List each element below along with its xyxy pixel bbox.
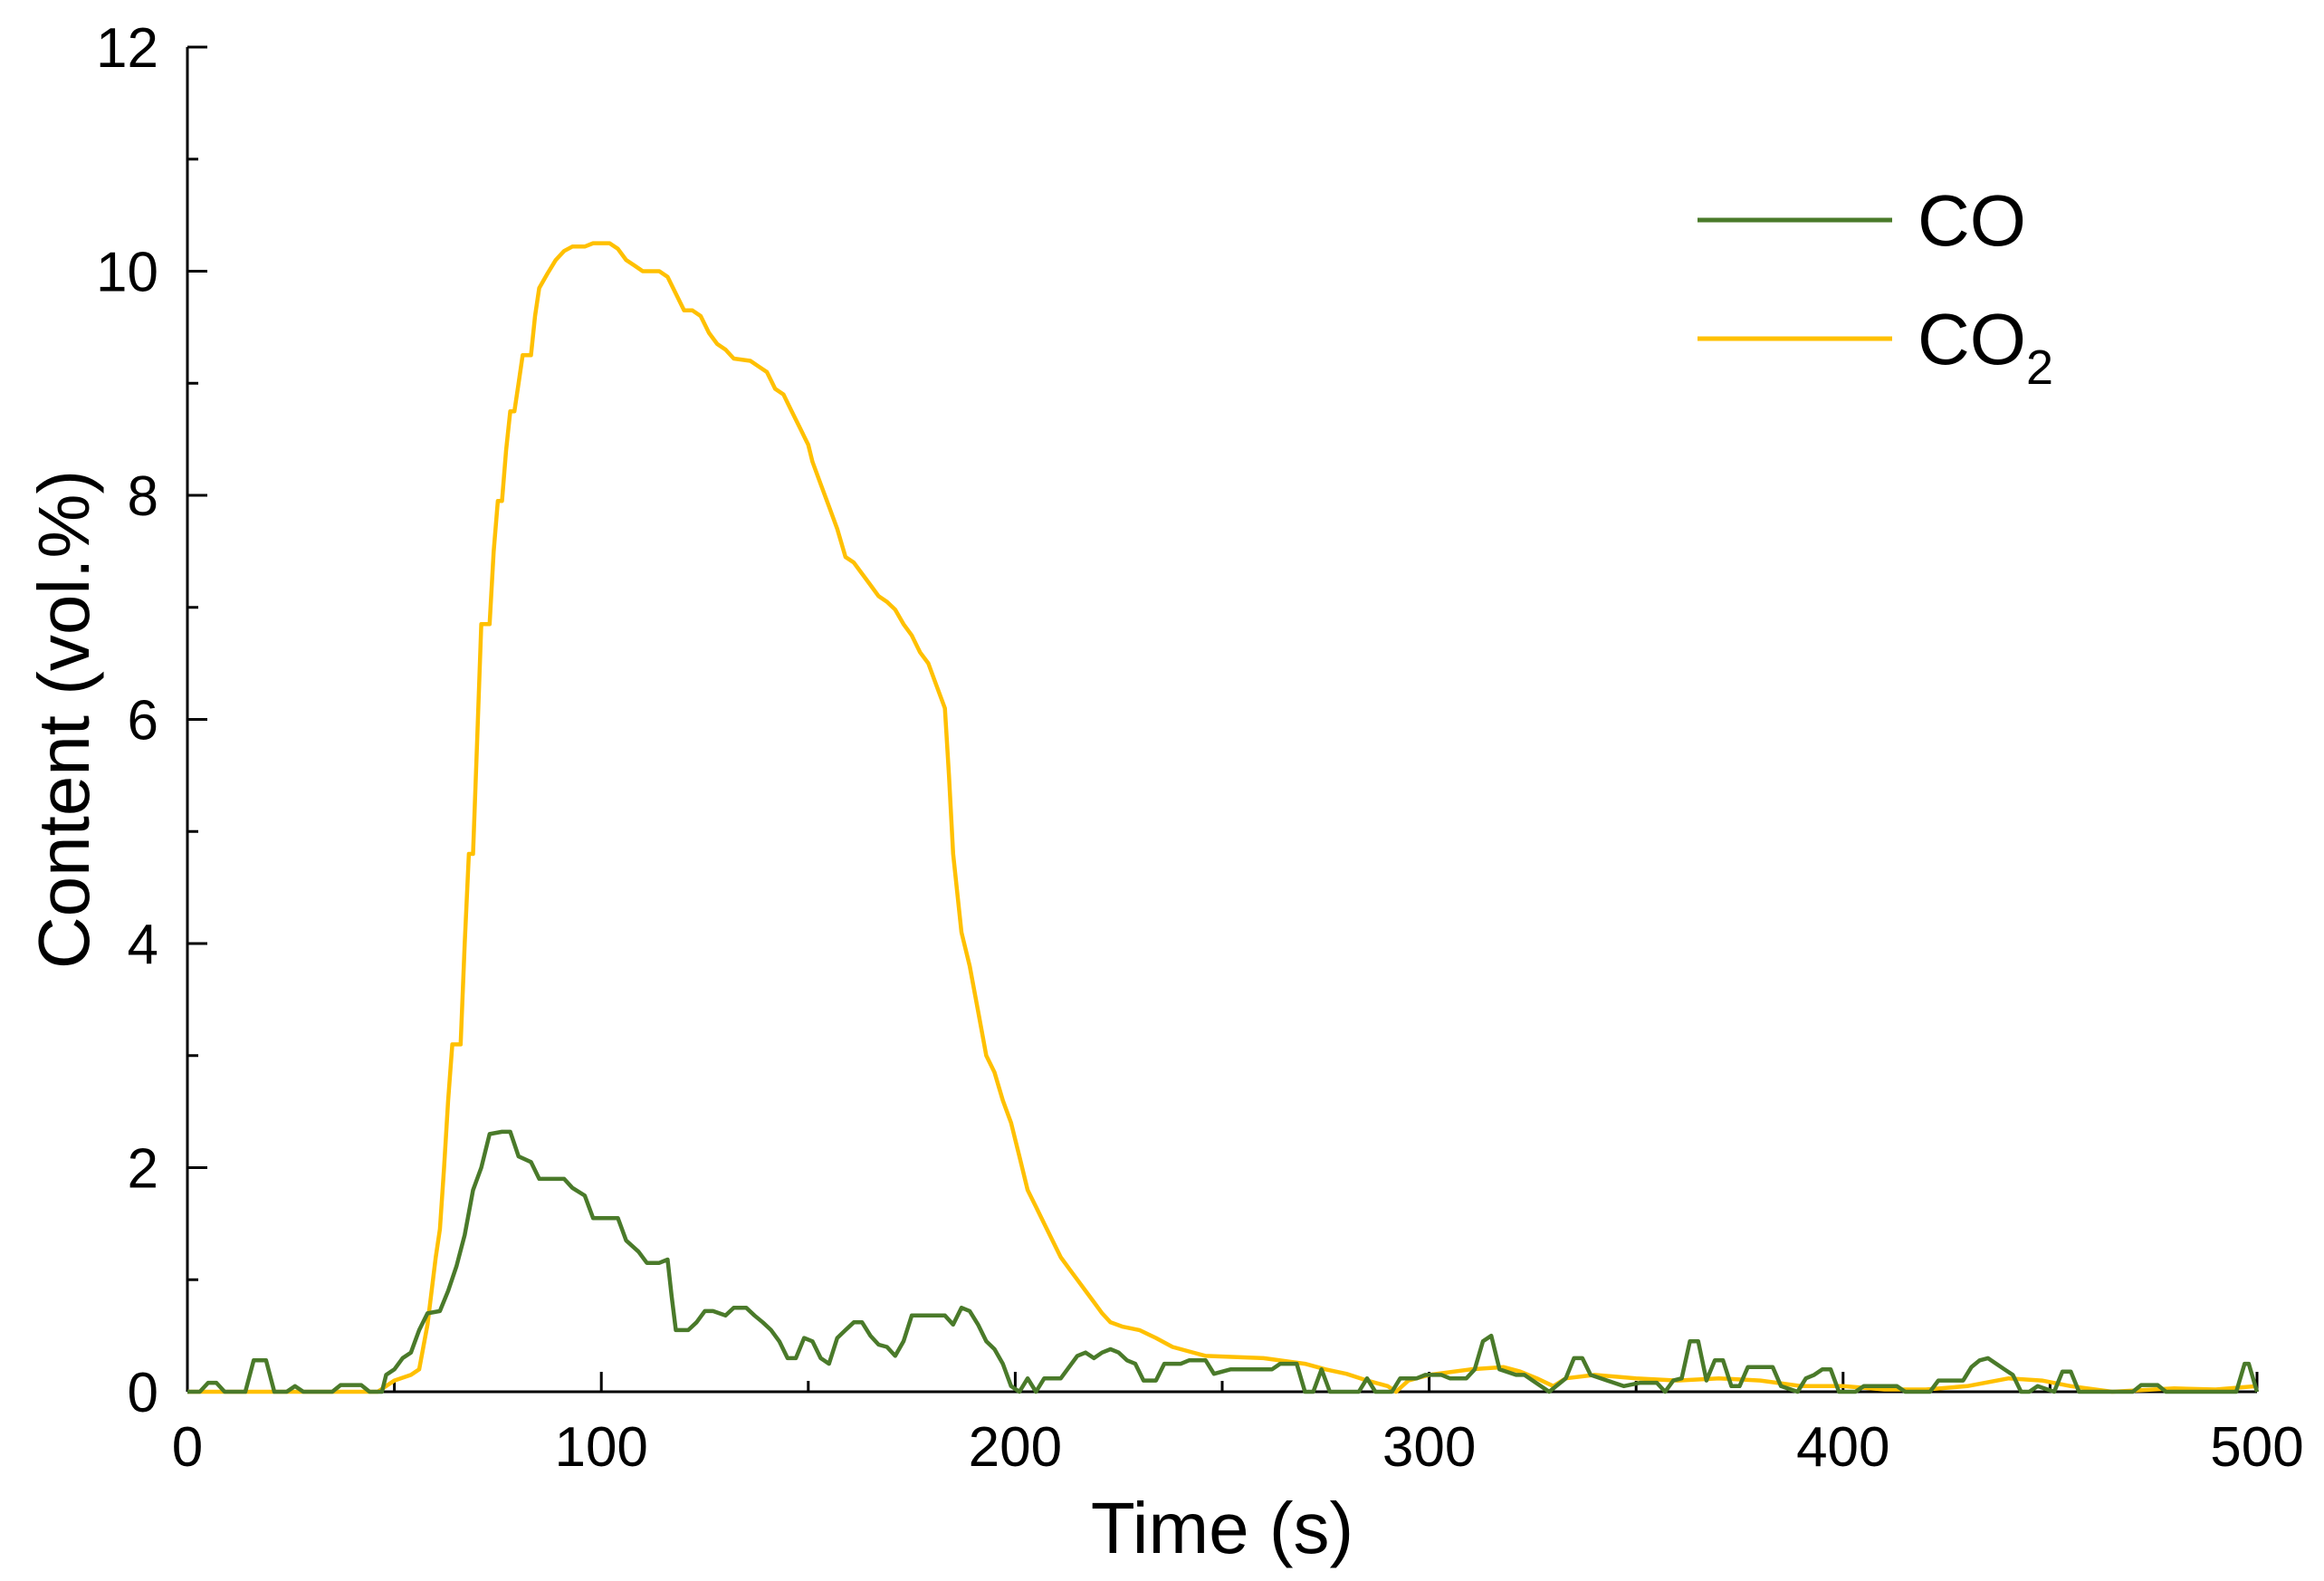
axes: 0 100 200 300 400 500 0 2 4 6 8 10 12 <box>96 17 2304 1479</box>
y-tick-label: 12 <box>96 17 158 80</box>
series-line-co <box>187 1129 2260 1394</box>
x-axis-ticks: 0 100 200 300 400 500 <box>172 1372 2304 1479</box>
series-layer <box>187 241 2260 1394</box>
x-axis-title: Time (s) <box>1091 1488 1353 1568</box>
y-tick-label: 2 <box>128 1138 158 1201</box>
legend-label-subscript: 2 <box>2026 340 2053 395</box>
y-tick-label: 0 <box>128 1362 158 1424</box>
legend: CO CO2 <box>1698 180 2053 395</box>
legend-label: CO2 <box>1918 299 2053 395</box>
x-tick-label: 300 <box>1382 1416 1476 1479</box>
x-tick-label: 400 <box>1796 1416 1889 1479</box>
series-line-co2 <box>187 241 2258 1394</box>
y-tick-label: 10 <box>96 242 158 304</box>
y-axis-title: Content (vol.%) <box>24 470 104 969</box>
legend-item-co: CO <box>1698 180 2026 261</box>
x-tick-label: 0 <box>172 1416 203 1479</box>
y-tick-label: 8 <box>128 465 158 528</box>
legend-item-co2: CO2 <box>1698 299 2053 395</box>
x-tick-label: 200 <box>969 1416 1062 1479</box>
y-axis-ticks: 0 2 4 6 8 10 12 <box>96 17 207 1424</box>
y-tick-label: 4 <box>128 914 158 976</box>
x-tick-label: 100 <box>554 1416 647 1479</box>
y-tick-label: 6 <box>128 690 158 752</box>
x-tick-label: 500 <box>2210 1416 2303 1479</box>
legend-label: CO <box>1918 180 2026 261</box>
